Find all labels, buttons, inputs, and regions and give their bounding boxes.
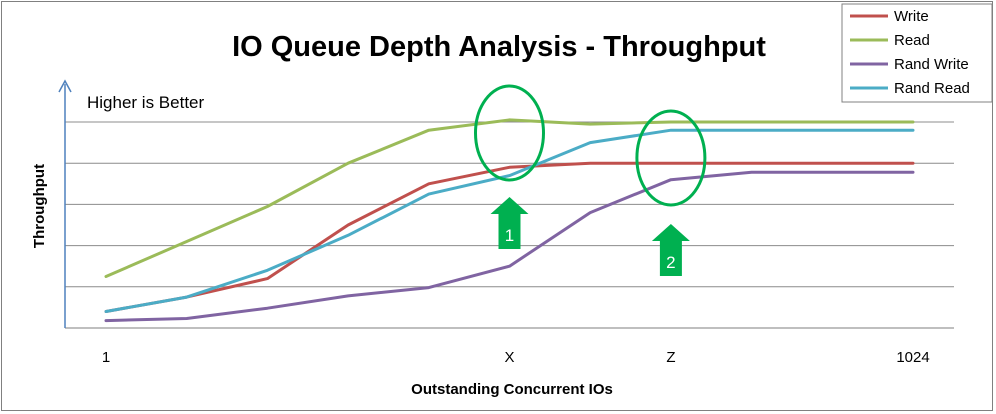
legend-label: Rand Read — [894, 80, 970, 97]
highlight-ellipse — [635, 109, 707, 207]
x-tick-label: X — [504, 349, 514, 366]
legend-label: Write — [894, 8, 929, 25]
chart-annotation: Higher is Better — [87, 93, 204, 112]
up-arrow-icon — [651, 224, 690, 276]
x-tick-labels: 1 X Z 1024 — [102, 349, 930, 366]
legend-box — [841, 3, 993, 103]
up-arrow-icon — [490, 197, 529, 249]
series-line — [104, 118, 915, 278]
series-line — [104, 170, 915, 323]
y-axis-label: Throughput — [31, 164, 48, 248]
x-axis-label: Outstanding Concurrent IOs — [411, 381, 613, 398]
chart-title: IO Queue Depth Analysis - Throughput — [232, 31, 766, 63]
legend-label: Read — [894, 32, 930, 49]
x-tick-label: Z — [666, 349, 675, 366]
series-line — [104, 128, 915, 313]
x-tick-label: 1 — [102, 349, 110, 366]
series-lines — [104, 118, 915, 323]
legend-label: Rand Write — [894, 56, 969, 73]
y-axis-arrowhead — [58, 79, 72, 93]
markers: 12 — [474, 84, 707, 276]
highlight-ellipse — [474, 84, 545, 182]
x-tick-label: 1024 — [896, 349, 929, 366]
arrow-label: 1 — [505, 226, 514, 245]
legend: Write Read Rand Write Rand Read — [841, 3, 993, 103]
series-line — [104, 161, 915, 313]
arrow-label: 2 — [666, 253, 675, 272]
